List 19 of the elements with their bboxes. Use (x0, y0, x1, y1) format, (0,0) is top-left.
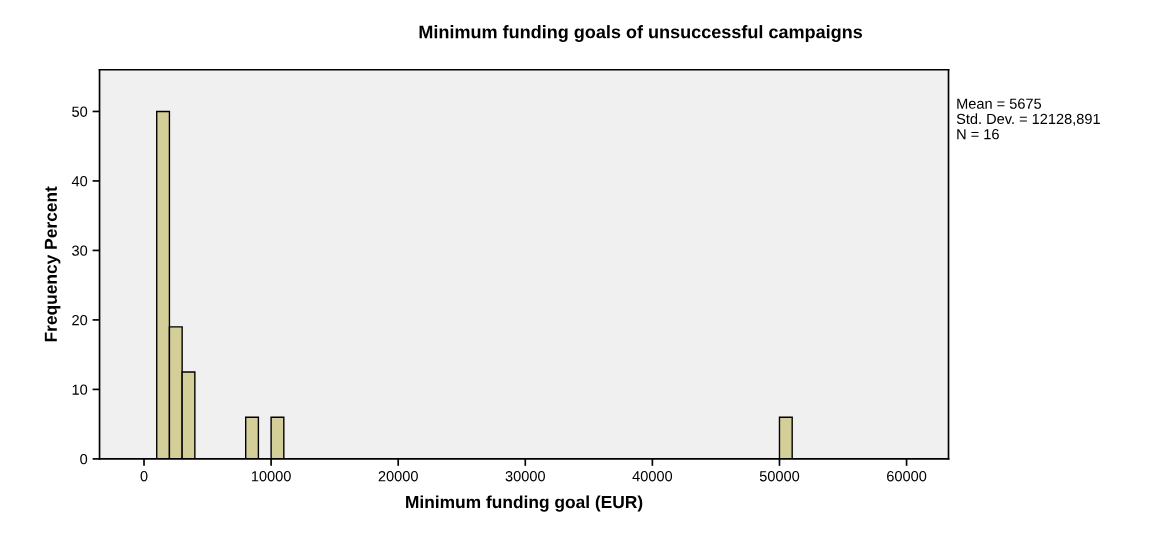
x-tick-label: 20000 (378, 471, 418, 482)
text: Std. Dev. = 12128,891 (956, 113, 1100, 126)
y-tick-label: 20 (72, 315, 88, 326)
x-tick-label: 10000 (251, 471, 291, 482)
x-tick-label: 40000 (632, 471, 673, 482)
y-axis-title: Frequency Percent (44, 186, 61, 342)
x-tick-label: 50000 (759, 471, 800, 482)
y-tick-label: 10 (72, 384, 88, 395)
x-tick-label: 0 (140, 471, 148, 482)
x-tick-label: 30000 (505, 471, 545, 482)
text: N = 16 (957, 129, 999, 140)
y-tick-label: 30 (72, 245, 88, 256)
x-axis-title: Minimum funding goal (EUR) (406, 495, 643, 512)
y-tick-label: 50 (72, 106, 88, 117)
y-tick-label: 40 (71, 176, 88, 187)
chart-title: Minimum funding goals of unsuccessful campaigns (419, 25, 863, 42)
y-tick-label: 0 (80, 453, 88, 465)
x-tick-label: 60000 (887, 471, 927, 482)
text: Mean = 5675 (957, 98, 1042, 109)
